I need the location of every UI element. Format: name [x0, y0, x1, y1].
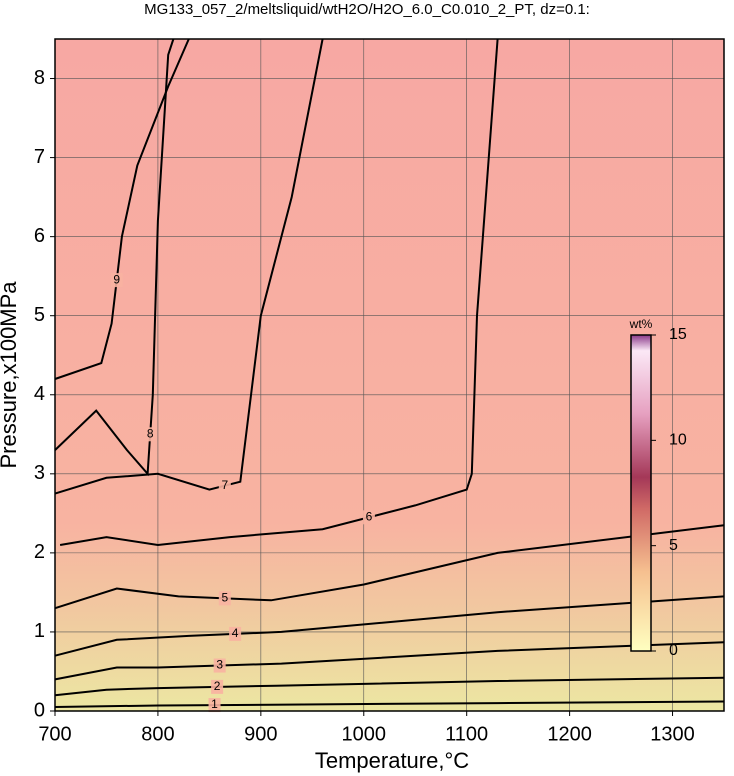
colorbar-label: wt%	[629, 317, 653, 331]
plot-frame	[54, 38, 725, 712]
y-tick-label: 6	[34, 225, 45, 247]
plot-background	[55, 39, 724, 711]
contour-label: 9	[113, 272, 120, 286]
contour-label-bg	[213, 658, 226, 673]
contour-label: 1	[211, 697, 218, 711]
x-tick-label: 1000	[342, 723, 387, 745]
chart-title: MG133_057_2/meltsliquid/wtH2O/H2O_6.0_C0…	[144, 1, 590, 18]
y-tick-label: 8	[34, 67, 45, 89]
y-tick-label: 3	[34, 462, 45, 484]
contour-label: 2	[214, 679, 221, 693]
contour-line	[54, 524, 725, 610]
contour-label-bg	[110, 273, 123, 288]
contour-label: 6	[366, 509, 373, 523]
contour-label-bg	[362, 510, 375, 525]
contour-label-bg	[229, 626, 242, 641]
contour-line	[54, 38, 190, 380]
colorbar-tick-label: 15	[669, 326, 687, 343]
x-tick-label: 800	[141, 723, 174, 745]
contour-label: 3	[216, 658, 223, 672]
contour-label-bg	[218, 478, 231, 493]
x-axis-label: Temperature,°C	[315, 748, 469, 773]
contour-label-bg	[218, 591, 231, 606]
y-tick-label: 2	[34, 541, 45, 563]
colorbar-tick-label: 0	[669, 642, 678, 659]
contour-label: 8	[147, 426, 154, 440]
y-tick-label: 1	[34, 620, 45, 642]
x-tick-label: 700	[38, 723, 71, 745]
y-tick-label: 0	[34, 699, 45, 721]
contour-label: 5	[221, 591, 228, 605]
y-tick-label: 7	[34, 146, 45, 168]
colorbar-tick-label: 5	[669, 537, 678, 554]
x-tick-label: 1300	[650, 723, 695, 745]
x-tick-label: 900	[244, 723, 277, 745]
contour-label: 7	[221, 478, 228, 492]
contour-label-bg	[144, 427, 157, 442]
y-axis-label: Pressure,x100MPa	[0, 281, 21, 469]
contour-label: 4	[232, 626, 239, 640]
y-tick-label: 4	[34, 383, 45, 405]
colorbar-tick-label: 10	[669, 432, 687, 449]
contour-label-bg	[208, 698, 221, 713]
colorbar	[630, 334, 652, 652]
y-tick-label: 5	[34, 304, 45, 326]
x-tick-label: 1200	[547, 723, 592, 745]
contour-label-bg	[211, 679, 224, 694]
contour-line	[54, 700, 725, 708]
x-tick-label: 1100	[445, 723, 488, 745]
